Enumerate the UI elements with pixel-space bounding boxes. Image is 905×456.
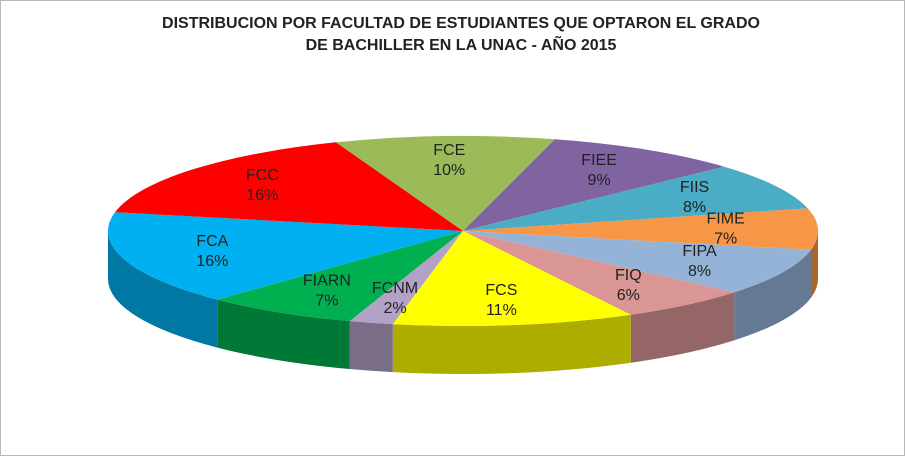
slice-side [217,299,350,370]
slice-value-label: 16% [246,187,278,204]
slice-value-label: 7% [714,231,737,248]
slice-category-label: FCA [196,233,228,250]
slice [115,142,464,231]
slice-category-label: FIPA [682,243,717,260]
slice [217,231,463,322]
slice-category-label: FCC [246,167,279,184]
slice-category-label: FIARN [303,272,351,289]
slice-value-label: 6% [617,287,640,304]
slice-value-label: 7% [315,292,338,309]
slice-value-label: 9% [588,172,611,189]
slice-side [349,321,393,373]
slice [463,208,818,250]
slice-value-label: 16% [196,253,228,270]
slice-category-label: FCNM [372,280,418,297]
slice-category-label: FIEE [581,152,617,169]
slice-side [630,292,735,363]
slice-side [810,231,818,298]
slice [392,231,631,326]
chart-title: DISTRIBUCION POR FACULTAD DE ESTUDIANTES… [162,15,760,54]
slice [463,231,811,293]
slice-side [392,314,631,374]
slice-value-label: 8% [683,199,706,216]
slice-category-label: FIIS [680,179,709,196]
slice-category-label: FIME [707,211,745,228]
slice [108,212,463,300]
slice [463,231,735,315]
slice-side [108,231,218,348]
slice-category-label: FCE [433,142,465,159]
slice-category-label: FIQ [615,267,642,284]
slice-value-label: 8% [688,263,711,280]
slice [463,139,725,231]
slice [335,136,555,231]
slice-value-label: 10% [433,162,465,179]
slice-side [734,249,811,341]
slice-value-label: 11% [486,302,517,319]
slice-value-label: 2% [383,300,406,317]
slice [349,231,463,325]
slice [463,166,808,231]
slice-category-label: FCS [485,282,517,299]
